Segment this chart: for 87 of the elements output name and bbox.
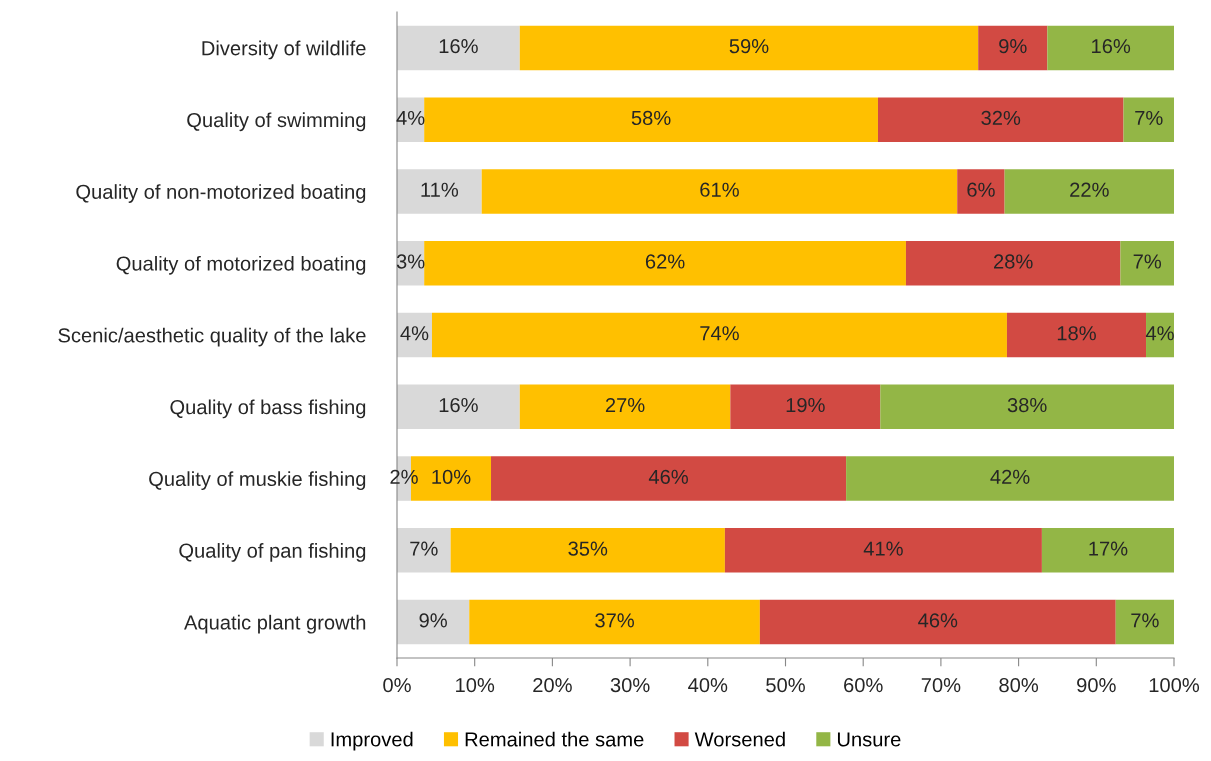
x-tick-label: 50% [766, 677, 805, 693]
legend-label: Worsened [694, 731, 785, 747]
data-label: 6% [967, 182, 995, 197]
bar [469, 599, 760, 645]
data-label: 7% [1135, 110, 1163, 125]
data-label: 59% [729, 39, 769, 54]
legend-label: Unsure [837, 732, 901, 747]
data-label: 10% [432, 469, 471, 484]
x-tick-label: 30% [610, 677, 650, 693]
data-label: 37% [595, 613, 634, 628]
bar [397, 25, 520, 71]
bar [397, 599, 470, 645]
data-label: 46% [918, 613, 958, 628]
data-label: 58% [631, 110, 671, 126]
data-label: 7% [410, 541, 438, 556]
legend-label: Improved [331, 731, 413, 751]
bar [424, 240, 906, 286]
bar [397, 169, 482, 214]
bar [957, 169, 1005, 214]
x-tick-label: 100% [1149, 677, 1200, 693]
data-label: 32% [981, 110, 1021, 126]
bar [1115, 599, 1174, 645]
bar [397, 384, 520, 430]
data-label: 9% [999, 39, 1027, 54]
legend-label: Remained the same [465, 731, 644, 747]
data-label: 4% [1145, 326, 1174, 341]
bar [424, 97, 878, 142]
data-label: 61% [700, 182, 739, 197]
bar [846, 456, 1174, 501]
bar [481, 169, 958, 214]
y-tick-label: Quality of swimming [187, 112, 366, 132]
bar [759, 599, 1116, 645]
x-tick-label: 20% [533, 677, 572, 693]
bar [519, 384, 731, 430]
x-tick-label: 60% [844, 677, 883, 693]
data-label: 28% [994, 254, 1033, 269]
bar [450, 528, 725, 573]
y-tick-label: Scenic/aesthetic quality of the lake [58, 327, 366, 347]
data-label: 11% [421, 182, 459, 197]
bar [397, 528, 451, 573]
data-label: 16% [439, 397, 478, 413]
data-label: 22% [1070, 182, 1109, 197]
data-label: 9% [419, 613, 447, 628]
bar [905, 240, 1121, 286]
data-label: 7% [1131, 613, 1159, 628]
bar [1041, 528, 1174, 573]
data-label: 46% [648, 469, 688, 484]
data-label: 16% [439, 39, 478, 54]
data-label: 18% [1057, 326, 1096, 341]
bar [880, 384, 1174, 430]
y-tick-label: Diversity of wildlife [202, 40, 366, 60]
y-tick-label: Quality of motorized boating [116, 255, 366, 275]
bar [730, 384, 881, 430]
bar [519, 25, 979, 71]
data-label: 74% [700, 326, 739, 341]
data-label: 7% [1133, 254, 1162, 269]
data-label: 35% [568, 541, 608, 556]
bar [1120, 240, 1174, 286]
x-tick-label: 0% [383, 677, 411, 693]
data-label: 38% [1007, 397, 1047, 413]
bar [1006, 312, 1147, 358]
y-tick-label: Quality of pan fishing [179, 543, 366, 562]
bar [491, 456, 847, 501]
y-tick-label: Quality of non-motorized boating [76, 184, 366, 203]
bar [724, 528, 1042, 573]
y-tick-label: Aquatic plant growth [184, 614, 366, 634]
data-label: 16% [1092, 39, 1131, 54]
data-label: 4% [400, 326, 429, 341]
x-tick-label: 10% [456, 677, 495, 693]
data-label: 42% [990, 469, 1030, 484]
x-tick-label: 40% [688, 677, 728, 693]
bar [877, 97, 1124, 142]
bar [1047, 25, 1174, 71]
y-tick-label: Quality of bass fishing [170, 399, 366, 419]
x-tick-label: 90% [1077, 677, 1116, 693]
x-tick-label: 70% [921, 677, 961, 693]
bar [431, 312, 1007, 358]
x-tick-label: 80% [999, 677, 1039, 693]
bar [978, 25, 1048, 71]
bar [1123, 97, 1174, 142]
y-tick-label: Quality of muskie fishing [149, 471, 366, 491]
data-label: 17% [1089, 541, 1128, 556]
data-label: 41% [863, 541, 903, 556]
bar [1004, 169, 1174, 214]
data-label: 62% [645, 254, 685, 269]
data-label: 27% [605, 397, 645, 413]
data-label: 19% [786, 397, 825, 413]
